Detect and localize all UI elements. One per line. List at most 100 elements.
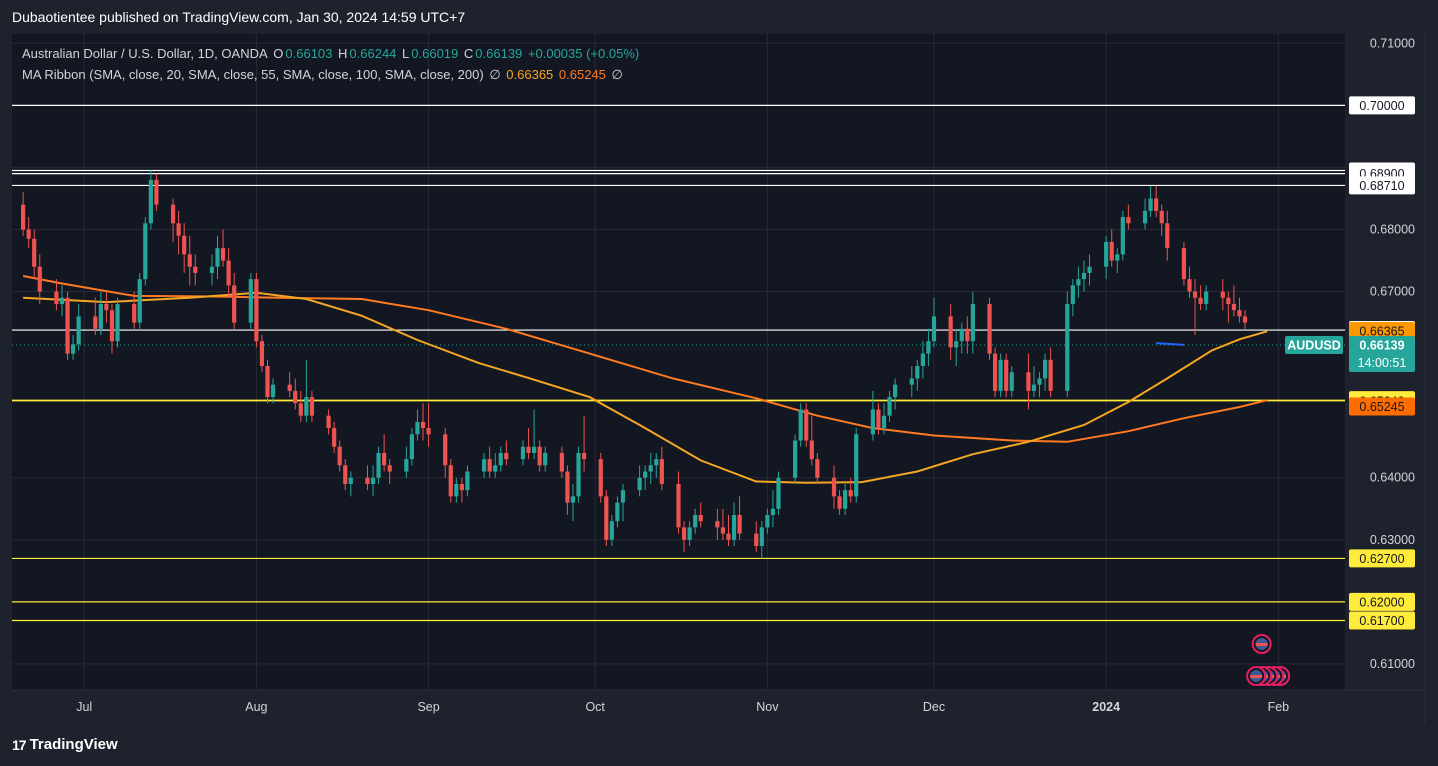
candle-body[interactable] — [565, 471, 570, 503]
candle-body[interactable] — [776, 477, 781, 509]
candle-body[interactable] — [1065, 303, 1070, 391]
candle-body[interactable] — [348, 477, 353, 484]
candle-body[interactable] — [365, 477, 370, 484]
candle-body[interactable] — [992, 353, 998, 391]
candle-body[interactable] — [526, 446, 531, 453]
candle-body[interactable] — [715, 521, 720, 528]
ma-price-badge[interactable]: 0.66365 — [1349, 321, 1415, 340]
candle-body[interactable] — [965, 328, 970, 342]
candle-body[interactable] — [443, 434, 448, 466]
candle-body[interactable] — [1031, 384, 1037, 391]
candle-body[interactable] — [681, 527, 687, 540]
candle-body[interactable] — [848, 490, 853, 497]
candle-body[interactable] — [648, 465, 653, 472]
candle-body[interactable] — [1104, 241, 1109, 267]
candle-body[interactable] — [504, 452, 509, 460]
candle-body[interactable] — [931, 316, 937, 342]
candle-body[interactable] — [798, 409, 803, 441]
candle-body[interactable] — [726, 533, 731, 540]
candle-body[interactable] — [482, 459, 487, 472]
level-price-badge[interactable]: 0.62700 — [1349, 549, 1415, 568]
candle-body[interactable] — [754, 533, 759, 547]
symbol-legend-line[interactable]: Australian Dollar / U.S. Dollar, 1D, OAN… — [22, 43, 641, 64]
candle-body[interactable] — [193, 266, 198, 273]
candle-body[interactable] — [959, 328, 964, 342]
candle-body[interactable] — [831, 477, 837, 497]
candle-body[interactable] — [1037, 378, 1042, 385]
candle-body[interactable] — [65, 297, 70, 354]
candle-body[interactable] — [793, 440, 798, 478]
price-axis[interactable]: 0.710000.700000.690000.680000.670000.640… — [1285, 34, 1438, 724]
candle-body[interactable] — [287, 384, 292, 391]
candle-body[interactable] — [1181, 248, 1187, 280]
candle-body[interactable] — [54, 291, 59, 304]
candle-body[interactable] — [915, 366, 920, 379]
candle-body[interactable] — [1120, 217, 1125, 255]
candle-body[interactable] — [487, 459, 492, 472]
candle-body[interactable] — [765, 514, 770, 528]
candle-body[interactable] — [1026, 372, 1031, 391]
candle-body[interactable] — [1220, 291, 1225, 298]
candle-body[interactable] — [376, 452, 381, 478]
candle-body[interactable] — [837, 496, 842, 509]
horizontal-levels[interactable] — [12, 104, 1345, 622]
candle-body[interactable] — [543, 452, 548, 466]
candle-body[interactable] — [21, 204, 26, 230]
candle-body[interactable] — [1081, 272, 1087, 280]
candle-body[interactable] — [132, 303, 137, 323]
candle-body[interactable] — [104, 303, 109, 311]
candle-body[interactable] — [220, 248, 226, 261]
candle-body[interactable] — [920, 353, 925, 367]
candle-body[interactable] — [1142, 210, 1148, 224]
candle-body[interactable] — [459, 483, 464, 491]
candle-body[interactable] — [893, 384, 898, 398]
candle-body[interactable] — [382, 452, 387, 466]
candle-body[interactable] — [498, 452, 503, 466]
candle-body[interactable] — [332, 428, 337, 447]
candle-body[interactable] — [520, 446, 526, 460]
candle-body[interactable] — [926, 341, 931, 354]
candle-body[interactable] — [293, 390, 298, 404]
candle-body[interactable] — [609, 521, 614, 540]
time-axis[interactable]: Jul Aug Sep Oct Nov Dec 2024 Feb — [12, 689, 1425, 714]
candle-body[interactable] — [643, 471, 648, 478]
candle-body[interactable] — [1159, 210, 1164, 224]
candle-body[interactable] — [409, 434, 414, 460]
candle-body[interactable] — [420, 421, 426, 429]
candle-body[interactable] — [576, 452, 581, 497]
candle-body[interactable] — [570, 496, 576, 503]
candle-body[interactable] — [265, 366, 270, 398]
economic-events[interactable] — [1246, 634, 1291, 686]
ma-price-badge[interactable]: 0.65245 — [1349, 397, 1415, 416]
candle-body[interactable] — [304, 397, 309, 416]
candle-body[interactable] — [309, 397, 315, 416]
candle-body[interactable] — [998, 359, 1003, 391]
candle-body[interactable] — [32, 238, 37, 267]
candle-body[interactable] — [1165, 223, 1170, 249]
candle-body[interactable] — [909, 378, 914, 385]
candle-body[interactable] — [37, 266, 42, 292]
candle-body[interactable] — [637, 477, 642, 491]
candle-body[interactable] — [1187, 279, 1192, 292]
candle-body[interactable] — [176, 223, 181, 236]
candle-body[interactable] — [182, 235, 187, 255]
candle-body[interactable] — [1042, 359, 1048, 379]
candle-body[interactable] — [620, 490, 626, 503]
candle-body[interactable] — [1204, 291, 1209, 304]
candle-body[interactable] — [604, 496, 609, 540]
candle-body[interactable] — [720, 527, 726, 534]
candle-body[interactable] — [1126, 217, 1131, 224]
candle-body[interactable] — [1087, 266, 1092, 273]
candle-body[interactable] — [881, 415, 887, 429]
candle-body[interactable] — [804, 409, 809, 441]
candle-body[interactable] — [954, 341, 959, 348]
candle-body[interactable] — [615, 502, 620, 522]
last-price-badge[interactable]: AUDUSD 0.66139 14:00:51 — [1285, 335, 1415, 372]
candle-body[interactable] — [1237, 310, 1242, 317]
candle-body[interactable] — [1231, 303, 1237, 311]
candle-body[interactable] — [559, 452, 564, 472]
candle-body[interactable] — [76, 316, 81, 345]
candle-body[interactable] — [1226, 297, 1231, 304]
candle-body[interactable] — [948, 316, 953, 348]
level-price-badge[interactable]: 0.68710 — [1349, 176, 1415, 195]
